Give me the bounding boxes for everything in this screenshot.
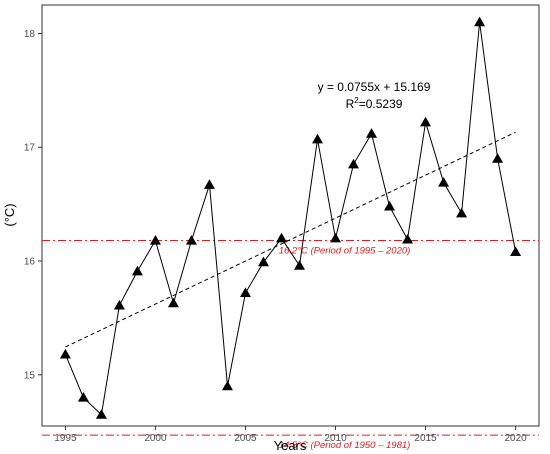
data-point-2014 <box>402 233 414 244</box>
data-point-2012 <box>366 128 378 138</box>
trendline <box>65 131 516 348</box>
data-point-2017 <box>456 207 468 218</box>
series-line <box>64 22 517 416</box>
y-tick-label-18: 18 <box>24 29 36 40</box>
trendline-equation: y = 0.0755x + 15.169 <box>318 80 431 94</box>
r-squared-value: =0.5239 <box>359 97 403 111</box>
reference-line-label-2: 14.5°C (Period of 1950 – 1981) <box>279 440 411 451</box>
data-point-2013 <box>384 200 396 211</box>
data-point-2008 <box>294 260 306 270</box>
x-tick-label-2010: 2010 <box>324 433 347 444</box>
x-tick-label-2020: 2020 <box>504 433 527 444</box>
data-point-2007 <box>275 232 287 243</box>
data-point-2005 <box>239 287 251 297</box>
x-tick-label-2000: 2000 <box>144 433 167 444</box>
data-point-2018 <box>474 16 486 27</box>
series-group <box>59 16 522 419</box>
x-tick-label-1995: 1995 <box>54 433 77 444</box>
data-point-2010 <box>330 232 342 243</box>
data-point-2001 <box>167 297 179 308</box>
data-point-2020 <box>510 246 522 257</box>
y-axis: 15 16 17 18 <box>24 29 42 381</box>
data-point-2019 <box>492 153 504 163</box>
data-point-2016 <box>438 177 450 187</box>
y-tick-label-16: 16 <box>24 257 36 268</box>
y-tick-label-17: 17 <box>24 143 36 154</box>
data-point-2006 <box>257 256 269 267</box>
x-axis: 1995 2000 2005 2010 2015 2020 <box>54 426 527 444</box>
data-point-1995 <box>59 348 71 359</box>
x-tick-label-2005: 2005 <box>234 433 257 444</box>
x-tick-label-2015: 2015 <box>414 433 437 444</box>
r-squared-label: R2=0.5239 <box>346 96 403 111</box>
data-point-2003 <box>203 179 215 189</box>
data-point-1997 <box>95 409 107 419</box>
reference-line-label-1: 16.2°C (Period of 1995 – 2020) <box>279 246 411 257</box>
data-point-2015 <box>420 116 432 127</box>
plot-panel <box>41 4 540 427</box>
data-point-2004 <box>221 380 233 391</box>
x-axis-title: Years <box>274 438 307 453</box>
data-point-1999 <box>131 265 143 276</box>
data-point-2009 <box>312 133 324 144</box>
r-squared-superscript: 2 <box>354 96 359 105</box>
data-point-1998 <box>113 299 125 310</box>
data-point-2002 <box>185 235 197 245</box>
data-point-2000 <box>149 235 161 245</box>
data-point-1996 <box>77 392 89 402</box>
data-point-2011 <box>348 158 360 169</box>
r-squared-prefix: R <box>346 97 355 111</box>
trendline-group <box>65 131 516 348</box>
y-tick-label-15: 15 <box>24 370 36 381</box>
y-axis-title: (°C) <box>2 203 17 226</box>
reference-lines: 16.2°C (Period of 1995 – 2020) 14.5°C (Pe… <box>42 240 539 451</box>
